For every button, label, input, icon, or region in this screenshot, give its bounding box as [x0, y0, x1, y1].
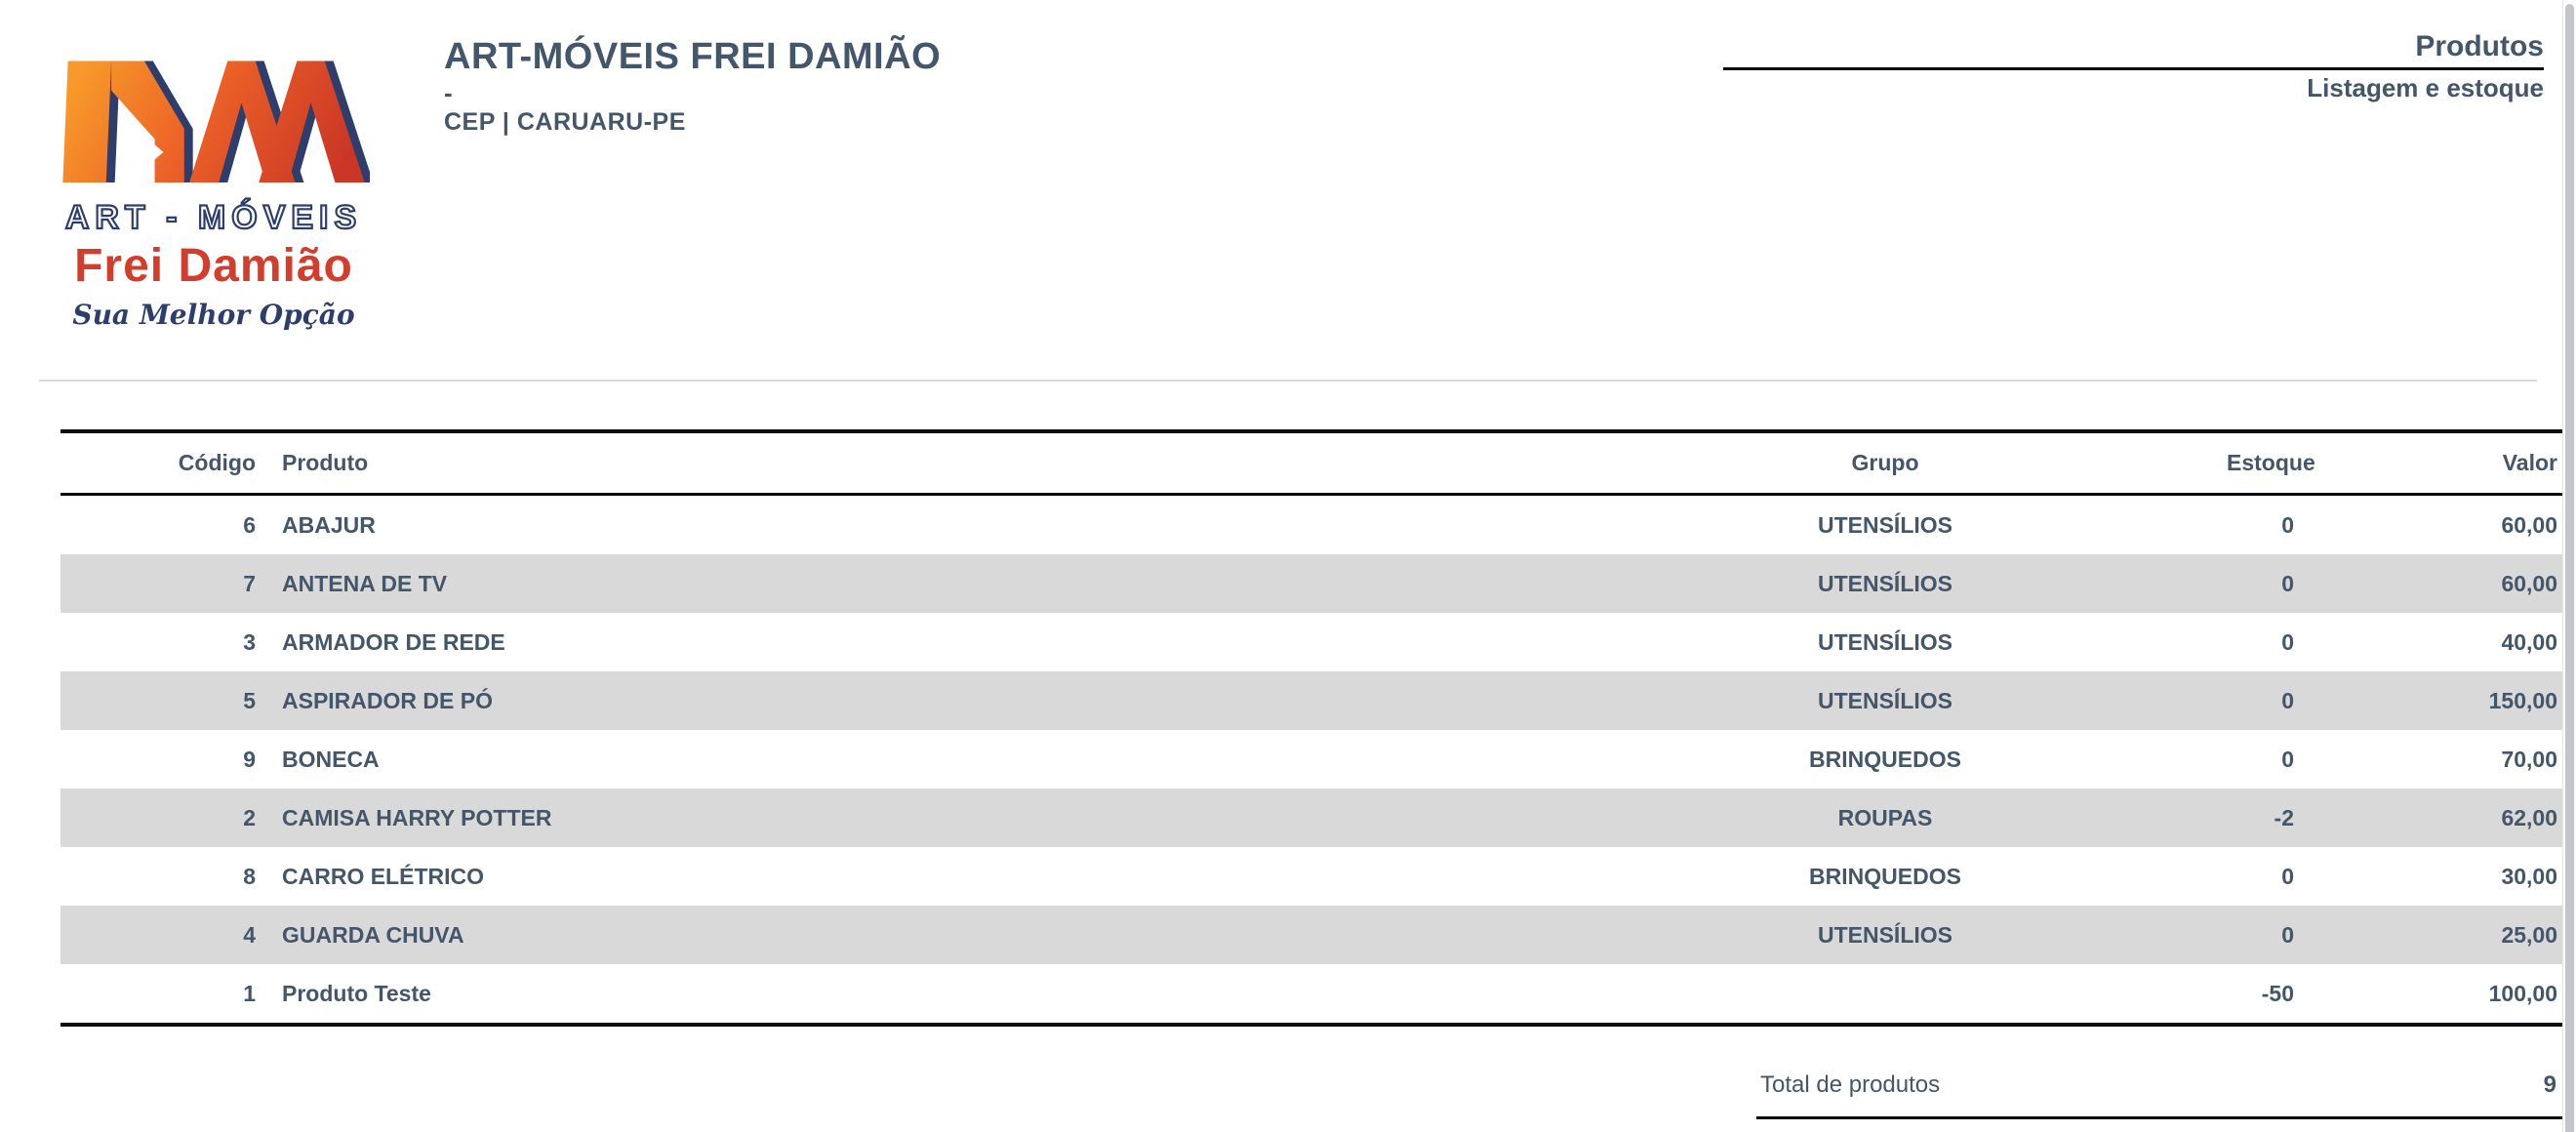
total-label: Total de produtos [1760, 1071, 1941, 1098]
table-row: 6 ABAJUR UTENSÍLIOS 0 60,00 [60, 495, 2563, 555]
report-subtitle: Listagem e estoque [2307, 73, 2544, 102]
cell-produto: CARRO ELÉTRICO [282, 863, 484, 889]
vertical-scrollbar-thumb[interactable] [2565, 4, 2574, 1132]
cell-produto: GUARDA CHUVA [282, 921, 464, 948]
column-header-codigo: Código [60, 431, 256, 496]
cell-produto: CAMISA HARRY POTTER [282, 804, 552, 830]
cell-grupo: UTENSÍLIOS [1817, 570, 1952, 596]
cell-produto: ARMADOR DE REDE [282, 628, 505, 655]
cell-estoque: 0 [2281, 746, 2294, 772]
cell-grupo: UTENSÍLIOS [1817, 687, 1952, 713]
product-table: Código Produto Grupo Estoque Valor 6 ABA… [60, 429, 2563, 1027]
report-title: Produtos [1723, 29, 2544, 70]
column-header-estoque: Estoque [2227, 431, 2373, 496]
total-band: Total de produtos 9 [1756, 1027, 2564, 1119]
cell-estoque: 0 [2281, 863, 2294, 889]
vertical-scrollbar-track[interactable] [2562, 0, 2576, 1132]
cell-produto: Produto Teste [282, 980, 431, 1006]
cell-grupo [1544, 964, 2227, 1025]
cell-estoque: 0 [2281, 687, 2294, 713]
cell-grupo: BRINQUEDOS [1809, 746, 1961, 772]
cell-valor: 150,00 [2488, 687, 2557, 713]
table-row: 1 Produto Teste -50 100,00 [60, 964, 2563, 1025]
logo-line-frei-damiao: Frei Damião [74, 240, 353, 292]
cell-valor: 25,00 [2501, 921, 2557, 948]
cell-valor: 62,00 [2501, 804, 2557, 830]
product-table-body: 6 ABAJUR UTENSÍLIOS 0 60,00 7 ANTENA DE … [60, 495, 2563, 1026]
cell-estoque: 0 [2281, 921, 2294, 948]
cell-produto: ABAJUR [282, 511, 376, 538]
column-header-valor: Valor [2373, 431, 2563, 496]
table-row: 2 CAMISA HARRY POTTER ROUPAS -2 62,00 [60, 788, 2563, 847]
cell-produto: ANTENA DE TV [282, 570, 448, 596]
cell-codigo: 4 [243, 921, 256, 948]
table-row: 4 GUARDA CHUVA UTENSÍLIOS 0 25,00 [60, 906, 2563, 964]
cell-codigo: 1 [243, 980, 256, 1006]
cell-codigo: 9 [243, 746, 256, 772]
report-meta: Produtos Listagem e estoque [1723, 29, 2544, 101]
table-row: 3 ARMADOR DE REDE UTENSÍLIOS 0 40,00 [60, 613, 2563, 671]
logo-tagline: Sua Melhor Opção [72, 299, 355, 331]
cell-valor: 60,00 [2501, 570, 2557, 596]
cell-codigo: 3 [243, 628, 256, 655]
header-divider [39, 380, 2537, 382]
cell-produto: ASPIRADOR DE PÓ [282, 687, 493, 713]
table-row: 7 ANTENA DE TV UTENSÍLIOS 0 60,00 [60, 554, 2563, 613]
company-location: CEP | CARUARU-PE [444, 108, 686, 136]
cell-codigo: 8 [243, 863, 256, 889]
cell-codigo: 6 [243, 511, 256, 538]
cell-grupo: UTENSÍLIOS [1817, 628, 1952, 655]
cell-valor: 70,00 [2501, 746, 2557, 772]
cell-estoque: -50 [2261, 980, 2294, 1006]
cell-codigo: 7 [243, 570, 256, 596]
column-header-produto: Produto [256, 431, 1544, 496]
cell-grupo: UTENSÍLIOS [1817, 921, 1952, 948]
cell-produto: BONECA [282, 746, 380, 772]
cell-estoque: 0 [2281, 511, 2294, 538]
table-row: 8 CARRO ELÉTRICO BRINQUEDOS 0 30,00 [60, 847, 2563, 906]
column-header-grupo: Grupo [1544, 431, 2227, 496]
cell-valor: 40,00 [2501, 628, 2557, 655]
company-logo: ART - MÓVEIS Frei Damião Sua Melhor Opçã… [57, 51, 371, 331]
cell-valor: 60,00 [2501, 511, 2557, 538]
cell-estoque: -2 [2274, 804, 2294, 830]
company-name: ART-MÓVEIS FREI DAMIÃO [444, 36, 942, 77]
company-header: ART-MÓVEIS FREI DAMIÃO - CEP | CARUARU-P… [444, 35, 941, 137]
cell-grupo: UTENSÍLIOS [1817, 511, 1952, 538]
logo-monogram-icon [62, 61, 370, 182]
table-row: 5 ASPIRADOR DE PÓ UTENSÍLIOS 0 150,00 [60, 671, 2563, 730]
product-table-header: Código Produto Grupo Estoque Valor [60, 431, 2563, 496]
cell-codigo: 2 [243, 804, 256, 830]
cell-grupo: ROUPAS [1837, 804, 1933, 830]
cell-estoque: 0 [2281, 628, 2294, 655]
cell-valor: 100,00 [2488, 980, 2557, 1006]
total-value: 9 [2543, 1071, 2556, 1098]
table-row: 9 BONECA BRINQUEDOS 0 70,00 [60, 730, 2563, 788]
cell-codigo: 5 [243, 687, 256, 713]
company-address-line: - [444, 78, 453, 107]
logo-line-art-moveis: ART - MÓVEIS [64, 198, 363, 237]
cell-grupo: BRINQUEDOS [1809, 863, 1961, 889]
cell-estoque: 0 [2281, 570, 2294, 596]
cell-valor: 30,00 [2501, 863, 2557, 889]
